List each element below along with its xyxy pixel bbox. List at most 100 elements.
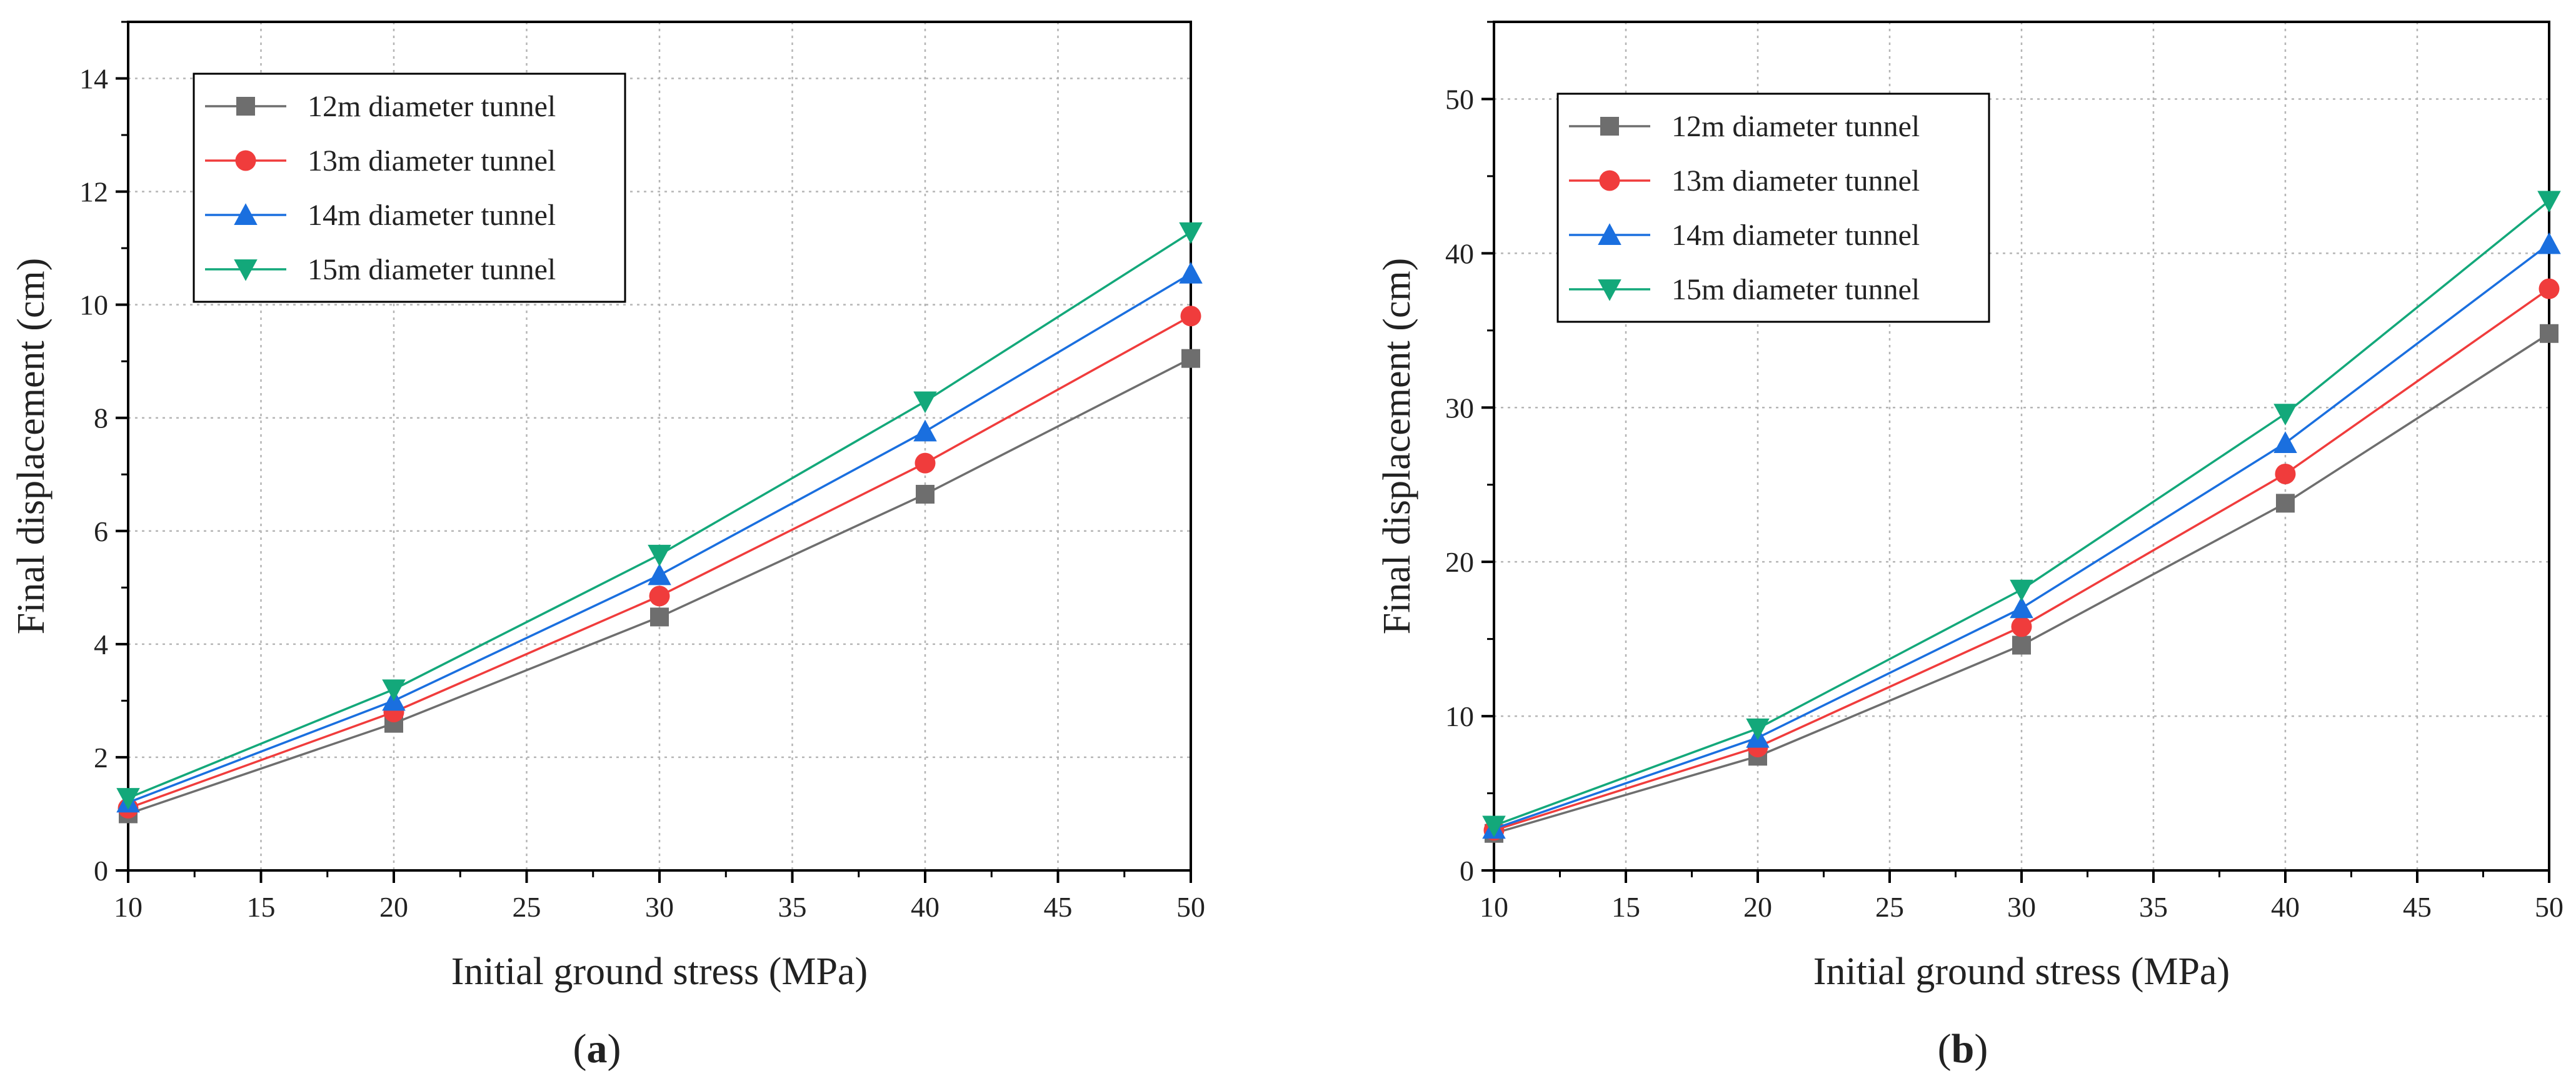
y-axis-title: Final displacement (cm) xyxy=(10,258,53,635)
y-axis: 0 10 20 30 40 50 xyxy=(1445,21,1494,887)
panel-label: (a) xyxy=(573,1026,621,1072)
panel-label-close: ) xyxy=(608,1026,621,1072)
legend-marker xyxy=(1600,117,1619,136)
data-point xyxy=(116,788,140,810)
legend-marker xyxy=(234,203,258,225)
gridlines xyxy=(128,22,1191,870)
legend: 12m diameter tunnel 13m diameter tunnel 14… xyxy=(193,72,626,303)
x-tick-label: 40 xyxy=(911,891,940,923)
data-point xyxy=(2011,616,2032,637)
x-tick-label: 50 xyxy=(2535,891,2563,923)
panel-label-letter: b xyxy=(1952,1026,1975,1072)
legend-item: 13m diameter tunnel xyxy=(1569,164,1920,197)
y-tick-label: 30 xyxy=(1445,392,1474,424)
data-point xyxy=(913,391,937,414)
legend-item: 12m diameter tunnel xyxy=(1569,110,1920,143)
series-4 xyxy=(116,222,1203,810)
legend-item: 12m diameter tunnel xyxy=(205,90,556,123)
data-point xyxy=(2012,635,2031,655)
x-tick-label: 25 xyxy=(1875,891,1904,923)
data-point xyxy=(1746,718,1770,740)
legend-marker xyxy=(1598,223,1621,245)
x-tick-label: 35 xyxy=(2139,891,2168,923)
data-point xyxy=(1179,262,1203,284)
data-point xyxy=(648,563,671,585)
x-tick-label: 45 xyxy=(1044,891,1073,923)
legend-label: 13m diameter tunnel xyxy=(308,144,556,177)
data-point xyxy=(1180,306,1201,327)
y-tick-label: 40 xyxy=(1445,237,1474,269)
data-point xyxy=(648,544,671,567)
legend-item: 14m diameter tunnel xyxy=(1569,219,1920,252)
data-point xyxy=(1179,222,1203,244)
data-point xyxy=(2537,232,2561,254)
data-point xyxy=(382,679,406,702)
legend-box xyxy=(1556,92,1990,323)
x-tick-label: 30 xyxy=(2007,891,2036,923)
legend-marker xyxy=(234,259,258,281)
y-axis-title: Final displacement (cm) xyxy=(1376,258,1418,635)
legend-label: 14m diameter tunnel xyxy=(1671,219,1920,252)
data-point xyxy=(1482,815,1506,838)
data-point xyxy=(2273,404,2297,426)
x-tick-label: 25 xyxy=(513,891,541,923)
x-tick-label: 15 xyxy=(1611,891,1640,923)
x-tick-label: 15 xyxy=(247,891,276,923)
series-4 xyxy=(1482,191,2561,838)
legend-item: 13m diameter tunnel xyxy=(205,144,556,177)
legend-item: 15m diameter tunnel xyxy=(1569,273,1920,306)
x-tick-label: 35 xyxy=(778,891,807,923)
y-tick-label: 50 xyxy=(1445,83,1474,115)
data-point xyxy=(650,607,669,627)
data-point xyxy=(916,484,935,504)
y-tick-label: 12 xyxy=(79,176,108,208)
x-tick-label: 20 xyxy=(379,891,408,923)
chart-panel-a: 10 15 20 25 30 35 40 45 50 0 2 4 6 8 10 12 14 Initial gro… xyxy=(10,21,1205,1072)
legend-marker xyxy=(235,150,256,171)
y-tick-label: 10 xyxy=(79,289,108,321)
legend-item: 14m diameter tunnel xyxy=(205,199,556,232)
y-tick-label: 2 xyxy=(94,742,108,774)
y-tick-label: 4 xyxy=(94,629,108,660)
data-point xyxy=(915,452,936,474)
data-point xyxy=(649,585,670,607)
legend-item: 15m diameter tunnel xyxy=(205,253,556,286)
x-tick-label: 20 xyxy=(1743,891,1772,923)
y-tick-label: 6 xyxy=(94,516,108,547)
y-tick-label: 0 xyxy=(1460,855,1474,887)
x-axis-title: Initial ground stress (MPa) xyxy=(1813,950,2230,993)
data-point xyxy=(2273,431,2297,453)
x-axis: 10 15 20 25 30 35 40 45 50 xyxy=(114,870,1205,923)
panel-label-open: ( xyxy=(573,1026,587,1072)
y-tick-label: 0 xyxy=(94,855,108,887)
y-tick-label: 10 xyxy=(1445,700,1474,732)
panel-label: (b) xyxy=(1938,1026,1988,1072)
y-tick-label: 14 xyxy=(79,63,108,95)
x-axis-title: Initial ground stress (MPa) xyxy=(451,950,868,993)
data-point xyxy=(913,419,937,442)
x-tick-label: 10 xyxy=(1480,891,1508,923)
data-point xyxy=(2010,579,2033,602)
legend-box xyxy=(193,72,626,303)
legend-label: 12m diameter tunnel xyxy=(308,90,556,123)
data-point xyxy=(2276,494,2295,513)
x-tick-label: 30 xyxy=(645,891,674,923)
data-point xyxy=(2540,324,2558,343)
data-point xyxy=(2537,191,2561,213)
x-tick-label: 10 xyxy=(114,891,143,923)
legend-label: 15m diameter tunnel xyxy=(1671,273,1920,306)
legend-marker xyxy=(1598,279,1621,301)
y-axis: 0 2 4 6 8 10 12 14 xyxy=(79,21,128,887)
panel-label-close: ) xyxy=(1974,1026,1988,1072)
legend-label: 12m diameter tunnel xyxy=(1671,110,1920,143)
panel-label-letter: a xyxy=(587,1026,608,1072)
data-point xyxy=(2010,596,2033,619)
data-point xyxy=(2275,463,2296,484)
legend-marker xyxy=(1599,170,1620,191)
legend-marker xyxy=(236,97,255,116)
panel-label-open: ( xyxy=(1938,1026,1952,1072)
legend-label: 14m diameter tunnel xyxy=(308,199,556,232)
legend: 12m diameter tunnel 13m diameter tunnel 14… xyxy=(1556,92,1990,323)
